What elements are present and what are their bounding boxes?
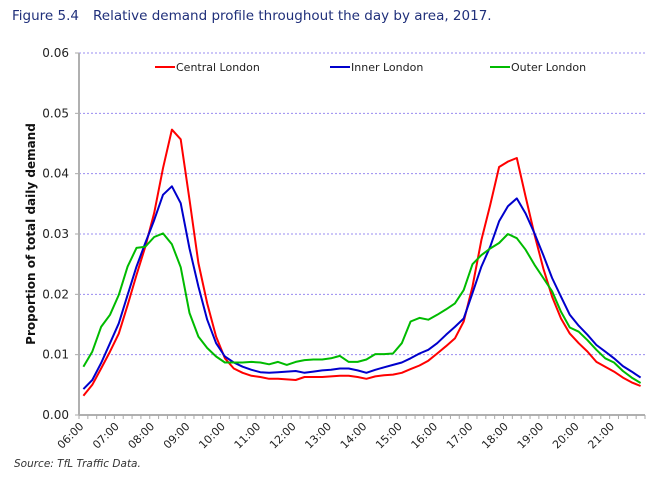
x-tick-label: 14:00 bbox=[338, 420, 370, 452]
x-tick-label: 06:00 bbox=[55, 420, 87, 452]
legend-item: Outer London bbox=[490, 61, 586, 74]
y-tick-label: 0.02 bbox=[42, 287, 69, 301]
legend-item: Central London bbox=[155, 61, 260, 74]
series-line-outer-london bbox=[82, 232, 642, 384]
series-line-inner-london bbox=[82, 185, 642, 390]
x-tick-label: 09:00 bbox=[161, 420, 193, 452]
legend-label: Central London bbox=[176, 61, 260, 74]
x-tick-label: 12:00 bbox=[267, 420, 299, 452]
x-tick-label: 17:00 bbox=[444, 420, 476, 452]
figure-title: Relative demand profile throughout the d… bbox=[93, 8, 492, 24]
x-tick-label: 11:00 bbox=[232, 420, 264, 452]
x-tick-label: 21:00 bbox=[585, 420, 617, 452]
legend: Central London Inner London Outer London bbox=[155, 61, 586, 74]
x-tick-label: 10:00 bbox=[196, 420, 228, 452]
legend-label: Outer London bbox=[511, 61, 586, 74]
x-tick-label: 15:00 bbox=[373, 420, 405, 452]
legend-item: Inner London bbox=[330, 61, 423, 74]
x-tick-label: 13:00 bbox=[302, 420, 334, 452]
y-tick-labels: 0.00 0.01 0.02 0.03 0.04 0.05 0.06 bbox=[42, 46, 69, 422]
y-tick-label: 0.04 bbox=[42, 167, 69, 181]
x-tick-labels: 06:00 07:00 08:00 09:00 10:00 11:00 12:00 13:00… bbox=[55, 420, 617, 452]
series-line-central-london bbox=[82, 128, 641, 397]
axes bbox=[75, 52, 646, 419]
figure-number: Figure 5.4 bbox=[12, 8, 79, 24]
x-tick-label: 08:00 bbox=[126, 420, 158, 452]
source-note: Source: TfL Traffic Data. bbox=[14, 458, 141, 470]
y-tick-label: 0.06 bbox=[42, 46, 69, 60]
y-tick-label: 0.01 bbox=[42, 348, 69, 362]
x-tick-label: 18:00 bbox=[479, 420, 511, 452]
x-tick-label: 19:00 bbox=[515, 420, 547, 452]
x-tick-label: 20:00 bbox=[550, 420, 582, 452]
x-tick-label: 07:00 bbox=[90, 420, 122, 452]
y-axis-label: Proportion of total daily demand bbox=[24, 123, 38, 345]
y-tick-label: 0.05 bbox=[42, 106, 69, 120]
legend-label: Inner London bbox=[351, 61, 423, 74]
y-tick-label: 0.00 bbox=[42, 408, 69, 422]
y-tick-label: 0.03 bbox=[42, 227, 69, 241]
x-tick-label: 16:00 bbox=[409, 420, 441, 452]
series-lines bbox=[82, 128, 642, 397]
